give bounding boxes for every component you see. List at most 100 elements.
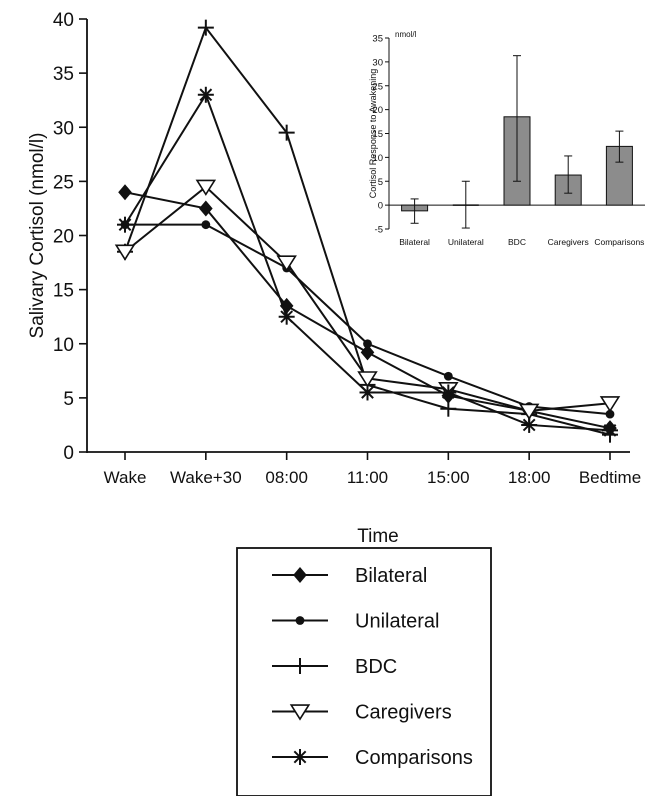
inset-unit-label: nmol/l	[395, 30, 417, 39]
legend-entry-comparisons: Comparisons	[272, 747, 473, 769]
inset-bar	[605, 145, 633, 206]
series-caregivers	[114, 179, 621, 420]
main-line-chart: 0 5 10 15 20 25 30 35 40 Wake Wake+30 08:00 11:00 15:…	[27, 10, 641, 547]
x-tick-label: 11:00	[347, 468, 388, 487]
data-point	[363, 339, 372, 349]
legend-marker	[293, 567, 307, 583]
x-axis-title: Time	[357, 526, 399, 547]
data-point	[605, 409, 615, 419]
asterisk-marker-stroke	[199, 88, 213, 102]
inset-x-tick-label: Unilateral	[448, 237, 484, 247]
y-tick-label: 10	[53, 335, 74, 356]
inset-x-tick-label: Comparisons	[594, 237, 644, 247]
legend-label: Bilateral	[355, 565, 427, 587]
data-point	[195, 179, 217, 196]
legend-label: Comparisons	[355, 747, 473, 769]
triangle-marker	[289, 704, 311, 721]
x-tick-label: Bedtime	[579, 468, 641, 487]
inset-y-tick-label: 10	[372, 153, 383, 164]
diamond-marker	[199, 200, 213, 217]
legend-entry-bdc: BDC	[272, 656, 397, 678]
data-point	[518, 403, 540, 420]
diamond-marker	[293, 567, 307, 583]
inset-bar-chart: -5 0 5 10 15 20 25 30 35 nmol/l Cortisol Response …	[364, 28, 664, 270]
legend-marker	[295, 616, 305, 625]
dot-marker	[363, 339, 372, 349]
asterisk-marker-stroke	[293, 750, 307, 764]
asterisk-marker-stroke	[603, 423, 617, 437]
data-point	[197, 19, 214, 36]
data-point	[201, 220, 211, 230]
data-point	[118, 184, 132, 201]
data-point	[599, 396, 621, 413]
data-point	[443, 371, 453, 381]
x-tick-label: Wake+30	[170, 468, 242, 487]
legend-entry-unilateral: Unilateral	[272, 611, 439, 633]
legend-label: Caregivers	[355, 702, 452, 724]
inset-x-tick-label: Caregivers	[548, 237, 589, 247]
inset-y-tick-label: 0	[378, 201, 383, 212]
series-comparisons	[117, 86, 618, 439]
legend-entry-bilateral: Bilateral	[272, 565, 427, 587]
y-tick-label: 5	[63, 389, 74, 410]
legend-box	[236, 547, 492, 796]
legend-marker	[289, 704, 311, 721]
inset-y-axis-title: Cortisol Response to Awakening	[368, 69, 378, 198]
dot-marker	[443, 371, 453, 381]
inset-y-tick-label: 5	[378, 177, 383, 188]
diamond-marker	[360, 344, 375, 361]
y-tick-label: 30	[53, 118, 74, 139]
legend-marker	[292, 749, 308, 765]
data-point	[199, 200, 213, 217]
y-tick-label: 40	[53, 10, 74, 31]
inset-y-tick-label: 35	[372, 34, 383, 45]
data-point	[278, 308, 295, 325]
x-tick-label: 18:00	[508, 468, 551, 487]
data-point	[440, 384, 457, 401]
inset-y-tick-label: 25	[372, 81, 383, 92]
inset-y-tick-label: -5	[375, 225, 383, 236]
dot-marker	[605, 409, 615, 419]
y-tick-label: 0	[63, 443, 74, 464]
legend-label: BDC	[355, 656, 397, 678]
inset-y-tick-label: 15	[372, 129, 383, 140]
data-point	[117, 216, 133, 233]
triangle-marker	[276, 255, 297, 272]
triangle-marker	[114, 244, 136, 261]
data-point	[197, 86, 214, 103]
data-point	[360, 344, 375, 361]
triangle-marker	[518, 403, 540, 420]
triangle-marker	[195, 179, 217, 196]
inset-y-tick-label: 20	[372, 105, 383, 116]
asterisk-marker-stroke	[522, 418, 536, 432]
data-point	[359, 384, 376, 401]
data-point	[276, 255, 297, 272]
triangle-marker	[357, 371, 378, 388]
legend-label: Unilateral	[355, 611, 439, 633]
dot-marker	[201, 220, 211, 230]
data-point	[114, 244, 136, 261]
inset-x-tick-label: BDC	[508, 237, 526, 247]
data-point	[521, 416, 538, 433]
asterisk-marker-stroke	[361, 386, 374, 399]
y-axis-title: Salivary Cortisol (nmol/l)	[27, 133, 48, 339]
y-tick-label: 25	[53, 172, 74, 193]
legend-entry-caregivers: Caregivers	[272, 702, 452, 724]
asterisk-marker-stroke	[118, 218, 132, 232]
inset-x-tick-label: Bilateral	[399, 237, 430, 247]
data-point	[278, 124, 295, 141]
x-tick-label: 15:00	[427, 468, 470, 487]
y-tick-label: 20	[53, 227, 74, 248]
data-point	[602, 422, 618, 439]
x-tick-label: 08:00	[265, 468, 308, 487]
asterisk-marker-stroke	[280, 310, 294, 324]
diamond-marker	[118, 184, 132, 201]
inset-y-tick-label: 30	[372, 57, 383, 68]
y-tick-label: 35	[53, 64, 74, 85]
data-point	[440, 400, 457, 417]
x-tick-label: Wake	[104, 468, 147, 487]
data-point	[357, 371, 378, 388]
legend: Bilateral Unilateral BDC Caregivers Comparis…	[236, 547, 492, 796]
y-tick-label: 15	[53, 281, 74, 302]
